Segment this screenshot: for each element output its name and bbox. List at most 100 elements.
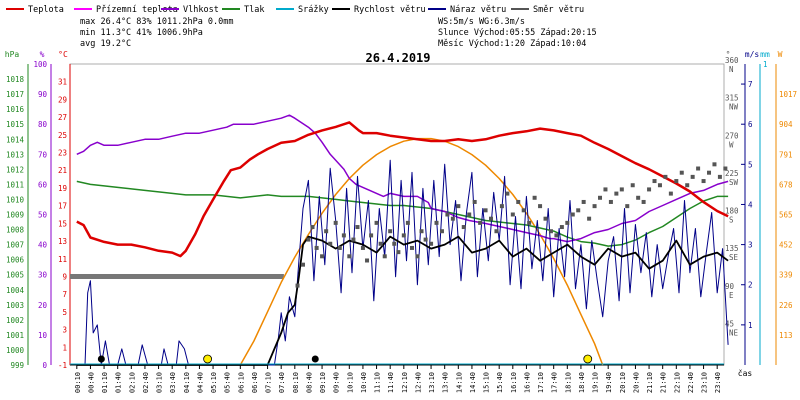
plot-border xyxy=(69,63,725,366)
wind-direction-point xyxy=(723,166,728,171)
wind-direction-point xyxy=(538,204,543,209)
wind-direction-point xyxy=(685,183,690,188)
solar-tick: 565 xyxy=(779,211,793,220)
chart-title: 26.4.2019 xyxy=(365,51,430,65)
x-tick-label: 13:40 xyxy=(442,372,450,393)
x-tick-label: 23:40 xyxy=(714,372,722,393)
x-tick-label: 15:10 xyxy=(483,372,491,393)
x-tick-label: 20:40 xyxy=(632,372,640,393)
wind-dir-tick: 360 xyxy=(725,56,739,65)
temperature-tick: 15 xyxy=(58,219,67,228)
unit-pct: % xyxy=(40,50,45,59)
precip-tick: 1 xyxy=(763,60,768,69)
stats-wind: WS:5m/s WG:6.3m/s xyxy=(438,17,525,27)
wind-tick: 1 xyxy=(748,321,753,330)
pressure-tick: 1004 xyxy=(6,286,25,295)
unit-mm: mm xyxy=(760,50,770,59)
stats-panel: max 26.4°C 83% 1011.2hPa 0.0mm min 11.3°… xyxy=(80,17,597,49)
plot-frame xyxy=(69,63,725,366)
wind-direction-point xyxy=(614,191,619,196)
moon-marker xyxy=(311,355,319,363)
pressure-tick: 1015 xyxy=(6,120,24,129)
wind-direction-point xyxy=(467,212,472,217)
legend-item: Rychlost větru xyxy=(332,5,426,15)
wind-direction-point xyxy=(587,216,592,221)
x-tick-label: 07:40 xyxy=(278,372,286,393)
x-tick-label: 01:10 xyxy=(101,372,109,393)
legend-item: Vlhkost xyxy=(161,5,219,15)
solar-tick: 113 xyxy=(779,331,793,340)
wind-direction-point xyxy=(592,204,597,209)
wind-direction-point xyxy=(516,199,521,204)
wind-dir-tick: 45 xyxy=(725,319,734,328)
wind-dir-label: NW xyxy=(729,103,739,112)
pressure-tick: 1005 xyxy=(6,271,24,280)
solar-tick: 226 xyxy=(779,301,793,310)
wind-direction-point xyxy=(663,174,668,179)
temperature-tick: 31 xyxy=(58,78,67,87)
x-tick-label: 19:40 xyxy=(605,372,613,393)
wind-direction-point xyxy=(483,208,488,213)
wind-direction-point xyxy=(439,229,444,234)
wind-direction-point xyxy=(461,225,466,230)
x-tick-label: 15:40 xyxy=(496,372,504,393)
x-tick-label: 09:10 xyxy=(319,372,327,393)
right-axes: 360N315NW270W225SW180S135SE90E45NE123456… xyxy=(725,56,797,365)
unit-time: čas xyxy=(738,368,753,378)
wind-direction-point xyxy=(608,199,613,204)
humidity-tick: 30 xyxy=(38,271,48,280)
x-tick-label: 13:10 xyxy=(428,372,436,393)
pressure-tick: 1009 xyxy=(6,211,24,220)
wind-tick: 2 xyxy=(748,281,753,290)
wind-dir-tick: 135 xyxy=(725,244,739,253)
temperature-tick: 3 xyxy=(62,326,67,335)
legend-label: Teplota xyxy=(28,5,64,15)
x-tick-label: 17:40 xyxy=(551,372,559,393)
wind-direction-point xyxy=(456,204,461,209)
x-tick-label: 14:40 xyxy=(469,372,477,393)
x-tick-label: 12:40 xyxy=(414,372,422,393)
wind-direction-point xyxy=(717,174,722,179)
wind-direction-point xyxy=(347,254,352,259)
wind-direction-point xyxy=(450,216,455,221)
temperature-tick: 17 xyxy=(58,202,67,211)
pressure-tick: 1003 xyxy=(6,301,24,310)
pressure-tick: 1018 xyxy=(6,75,25,84)
x-tick-label: 09:40 xyxy=(333,372,341,393)
pressure-tick: 1002 xyxy=(6,316,24,325)
x-tick-label: 11:40 xyxy=(387,372,395,393)
pressure-tick: 1000 xyxy=(6,346,25,355)
wind-direction-point xyxy=(701,179,706,184)
unit-hpa: hPa xyxy=(5,50,20,59)
humidity-tick: 100 xyxy=(33,60,47,69)
wind-direction-point xyxy=(696,166,701,171)
x-tick-label: 16:10 xyxy=(510,372,518,393)
wind-direction-point xyxy=(489,216,494,221)
legend-item: Teplota xyxy=(6,5,64,15)
solar-tick: 452 xyxy=(779,241,793,250)
wind-dir-label: E xyxy=(729,291,734,300)
wind-direction-point xyxy=(409,245,414,250)
x-tick-label: 22:40 xyxy=(687,372,695,393)
pressure-tick: 1014 xyxy=(6,135,25,144)
wind-direction-point xyxy=(405,220,410,225)
pressure-tick: 1016 xyxy=(6,105,25,114)
series-line-tlak xyxy=(76,180,729,247)
wind-direction-point xyxy=(423,237,428,242)
humidity-tick: 70 xyxy=(38,150,48,159)
x-tick-label: 03:10 xyxy=(156,372,164,393)
x-tick-label: 14:10 xyxy=(455,372,463,393)
wind-direction-point xyxy=(360,245,365,250)
wind-direction-point xyxy=(499,204,504,209)
solar-tick: 339 xyxy=(779,271,793,280)
series-line-solar xyxy=(239,137,604,366)
wind-direction-point xyxy=(478,220,483,225)
wind-direction-point xyxy=(341,233,346,238)
wind-direction-point xyxy=(625,204,630,209)
solar-tick: 678 xyxy=(779,180,793,189)
axis-units: hPa % °C ° m/s mm W čas xyxy=(5,50,783,378)
x-tick-label: 21:10 xyxy=(646,372,654,393)
wind-direction-point xyxy=(570,212,575,217)
x-axis: 00:10 00:40 01:10 01:40 02:10 02:40 03:10 03:40… xyxy=(74,365,722,393)
